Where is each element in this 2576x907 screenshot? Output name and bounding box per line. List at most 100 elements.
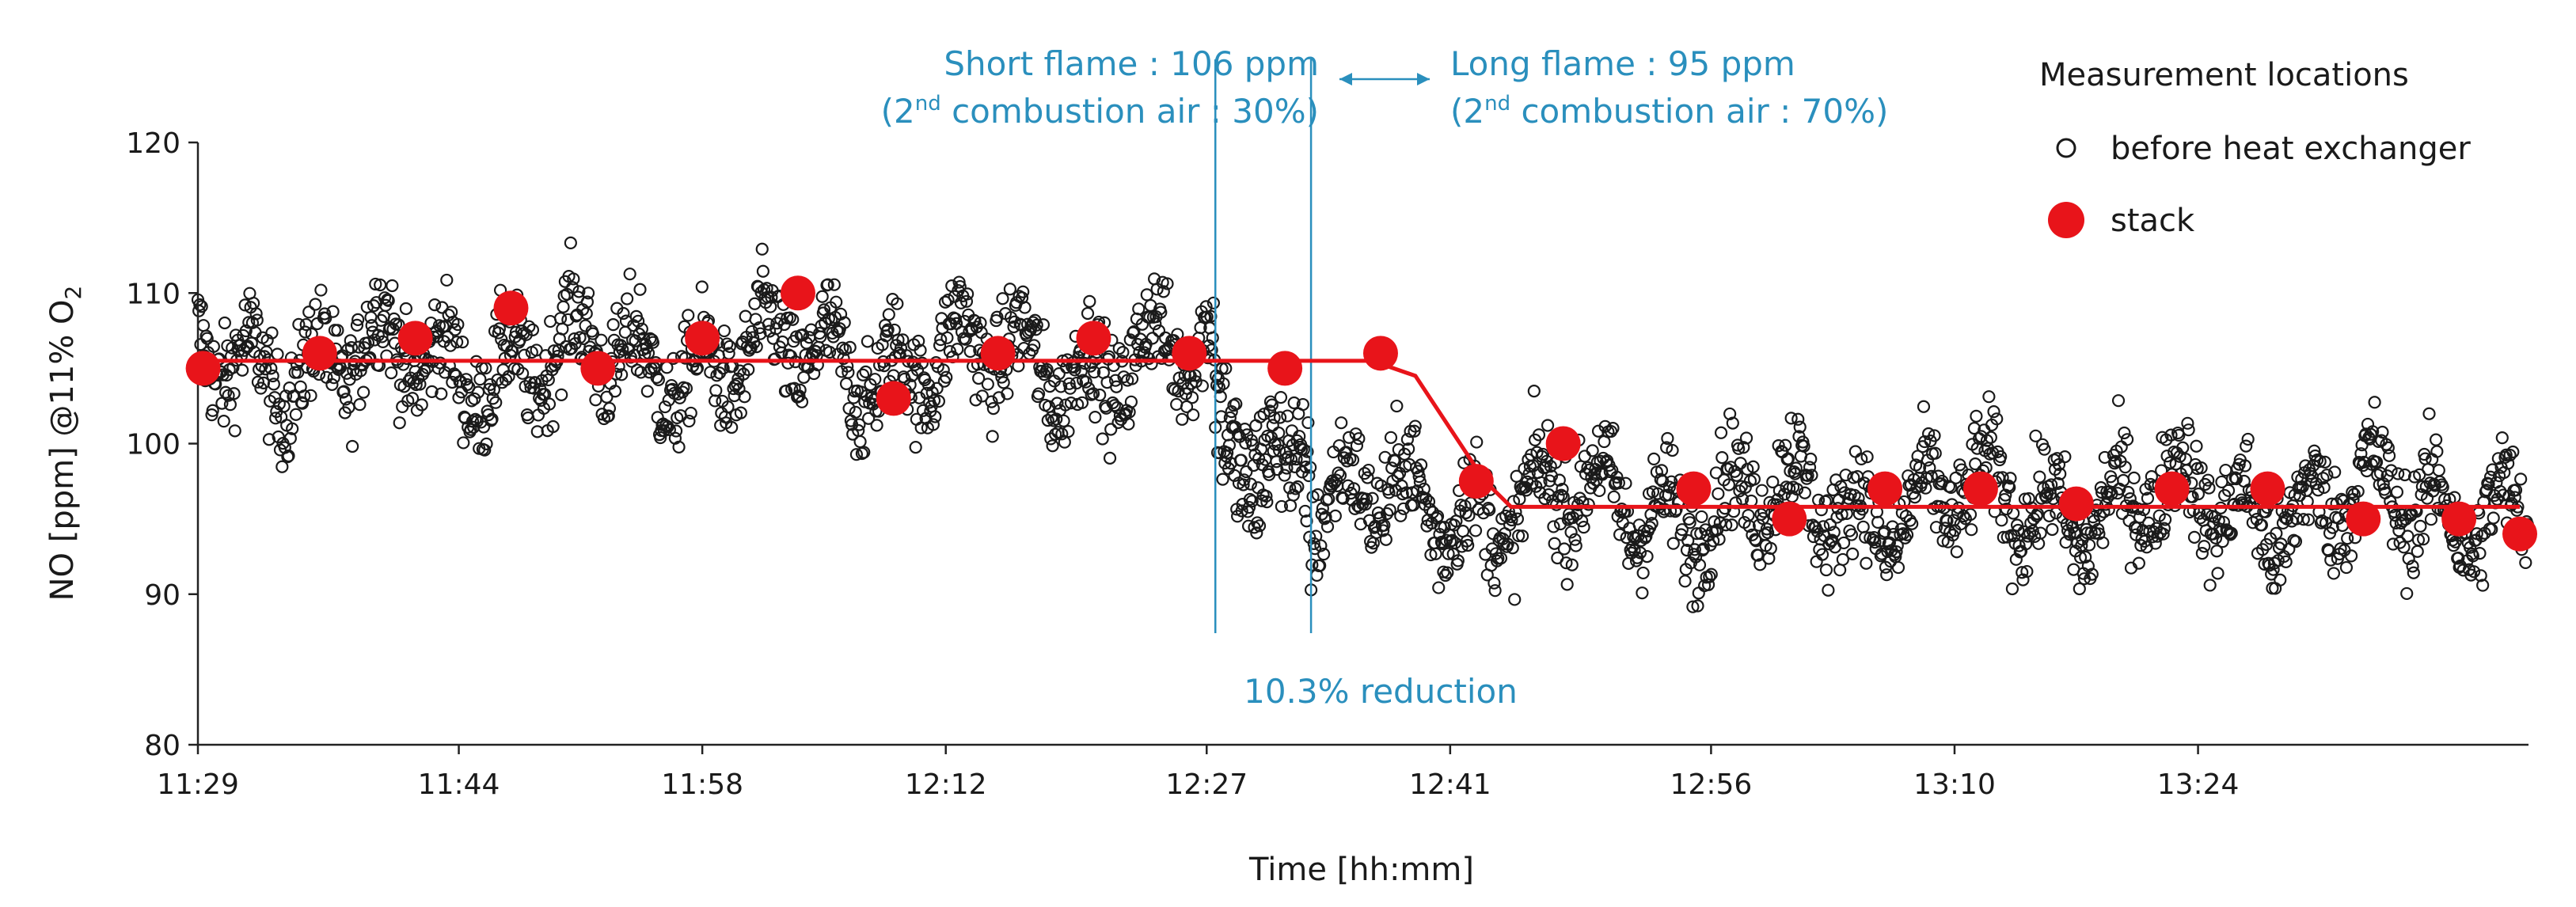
scatter-point	[287, 389, 301, 403]
x-tick-label: 11:58	[661, 768, 743, 801]
scatter-point	[282, 449, 295, 463]
scatter-point	[1636, 586, 1649, 600]
scatter-point	[1918, 435, 1932, 449]
scatter-point	[2474, 569, 2487, 583]
scatter-point	[1470, 435, 1484, 449]
scatter-point	[415, 398, 428, 412]
scatter-point	[302, 305, 316, 319]
scatter-point	[456, 336, 469, 349]
scatter-point	[1377, 524, 1390, 537]
scatter-point	[853, 435, 867, 449]
scatter-point	[1536, 447, 1550, 461]
scatter-point	[344, 340, 359, 355]
scatter-point	[1661, 431, 1674, 446]
scatter-point	[1822, 583, 1835, 597]
scatter-point	[682, 309, 695, 322]
scatter-point	[1692, 586, 1705, 600]
stack-point	[980, 336, 1016, 371]
scatter-point	[823, 345, 837, 359]
scatter-point	[1793, 420, 1807, 434]
scatter-point	[271, 347, 284, 361]
scatter-point	[1412, 470, 1426, 484]
scatter-point	[1607, 490, 1620, 503]
scatter-point	[195, 300, 208, 313]
scatter-point	[650, 370, 663, 384]
scatter-point	[2079, 550, 2092, 564]
scatter-point	[228, 424, 241, 438]
scatter-point	[996, 292, 1009, 305]
legend-marker-open-circle	[2056, 138, 2076, 158]
scatter-point	[1352, 432, 1366, 446]
scatter-point	[1189, 375, 1203, 389]
scatter-point	[709, 384, 723, 397]
scatter-point	[1275, 499, 1289, 514]
scatter-point	[314, 283, 328, 297]
y-tick-label: 80	[144, 730, 180, 762]
short-air-post: combustion air : 30%)	[941, 92, 1319, 131]
scatter-point	[1441, 566, 1454, 579]
scatter-point	[1415, 458, 1428, 472]
scatter-point	[1206, 331, 1219, 344]
scatter-point	[1801, 469, 1814, 483]
scatter-point	[361, 336, 375, 350]
scatter-point	[1108, 374, 1123, 387]
stack-point	[2346, 501, 2381, 537]
scatter-point	[405, 392, 420, 405]
scatter-point	[2346, 485, 2359, 499]
scatter-point	[235, 363, 249, 377]
scatter-point	[1569, 539, 1582, 552]
scatter-point	[1488, 584, 1502, 598]
scatter-point	[1555, 488, 1568, 502]
scatter-point	[485, 412, 499, 426]
scatter-point	[1803, 461, 1817, 474]
scatter-point	[1229, 397, 1243, 411]
scatter-point	[1320, 520, 1335, 533]
scatter-point	[930, 381, 944, 395]
scatter-point	[1917, 400, 1931, 413]
scatter-point	[781, 356, 795, 370]
scatter-point	[1096, 432, 1109, 446]
scatter-point	[2384, 464, 2398, 477]
scatter-point	[267, 378, 280, 391]
scatter-point	[1341, 479, 1354, 492]
scatter-point	[217, 415, 230, 428]
scatter-point	[354, 364, 367, 378]
scatter-point	[1995, 514, 2008, 527]
scatter-point	[1919, 481, 1932, 495]
short-air-pre: (2	[881, 92, 915, 131]
scatter-point	[1541, 419, 1555, 432]
scatter-point	[1377, 518, 1391, 532]
scatter-point	[1459, 506, 1472, 520]
scatter-point	[2373, 466, 2388, 480]
scatter-point	[2093, 509, 2107, 522]
scatter-point	[542, 397, 557, 411]
scatter-point	[2004, 472, 2017, 485]
scatter-point	[1804, 452, 1818, 466]
scatter-point	[1681, 533, 1695, 548]
scatter-point	[2176, 441, 2190, 454]
scatter-point	[1734, 457, 1747, 470]
scatter-point	[2073, 551, 2088, 564]
scatter-point	[2046, 492, 2060, 506]
scatter-point	[1967, 422, 1981, 435]
scatter-point	[1982, 390, 1996, 404]
scatter-point	[1817, 520, 1830, 533]
scatter-point	[1606, 422, 1620, 435]
scatter-point	[981, 378, 994, 391]
scatter-point	[969, 393, 982, 407]
scatter-point	[1868, 536, 1882, 549]
scatter-point	[1350, 438, 1364, 453]
scatter-point	[1112, 342, 1126, 355]
scatter-point	[755, 242, 769, 256]
scatter-point	[754, 327, 767, 340]
scatter-point	[445, 305, 458, 319]
scatter-point	[465, 394, 478, 408]
scatter-point	[704, 366, 717, 379]
scatter-point	[2519, 556, 2532, 569]
scatter-point	[1239, 436, 1252, 450]
scatter-point	[1833, 564, 1847, 577]
scatter-point	[2123, 492, 2137, 506]
scatter-point	[725, 420, 739, 435]
scatter-point	[1494, 552, 1508, 565]
scatter-point	[1161, 277, 1174, 290]
